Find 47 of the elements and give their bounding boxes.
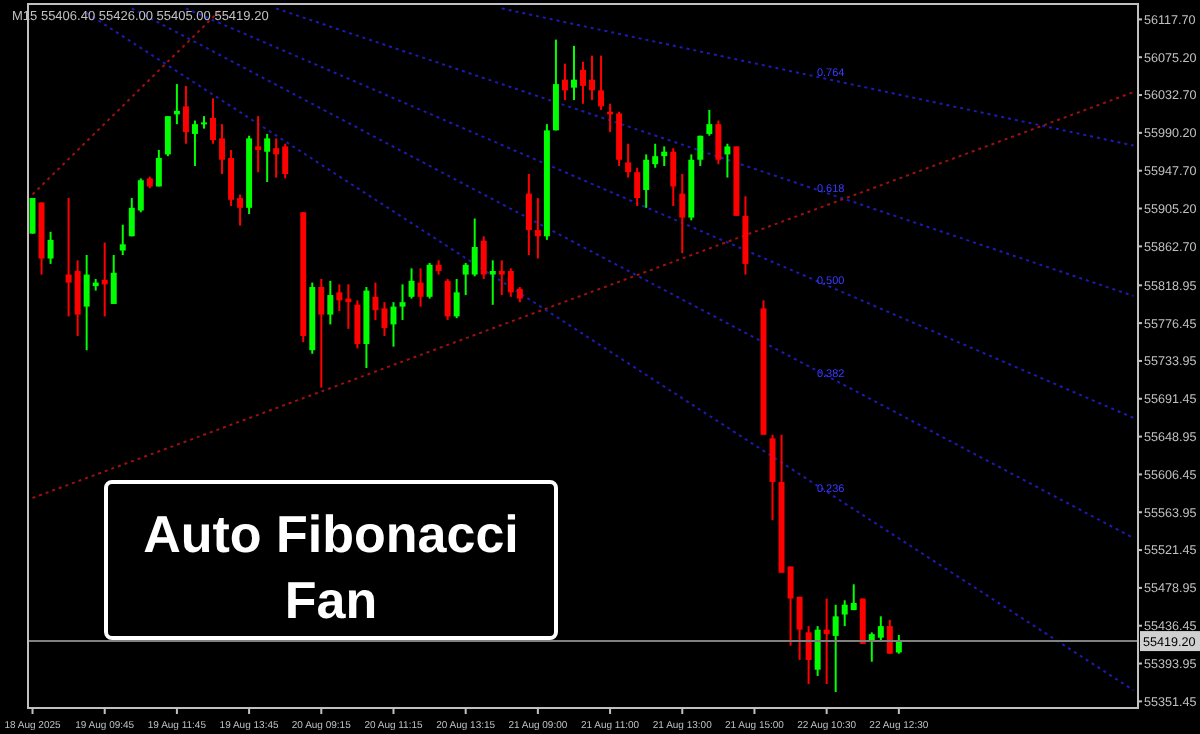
candlestick [697,134,704,167]
candlestick [255,115,262,174]
candlestick [399,283,406,321]
candlestick [552,38,559,132]
candlestick [886,618,893,655]
candlestick [453,278,460,320]
candlestick [643,153,650,209]
candlestick [182,84,189,145]
candlestick [327,279,334,326]
candlestick [598,54,605,111]
candlestick [561,62,568,102]
candlestick [634,166,641,208]
candlestick [336,283,343,313]
candlestick [525,172,532,256]
candlestick [715,119,722,166]
candlestick [74,259,81,337]
candlestick [264,132,271,183]
candlestick [354,299,361,350]
candlestick [670,147,677,208]
candlestick [471,217,478,278]
candlestick [706,108,713,137]
candlestick [444,278,451,321]
candlestick [273,137,280,179]
candlestick [110,253,117,305]
candlestick [724,142,731,179]
candlestick [47,230,54,265]
candlestick [191,119,198,167]
candlestick [489,259,496,306]
candlestick [571,44,577,102]
candlestick [625,142,632,179]
annotation: Auto Fibonacci Fan [143,504,519,630]
candlestick [534,197,541,260]
candlestick [805,625,812,685]
candlestick [408,267,415,300]
candlestick [480,235,487,281]
candlestick [679,172,686,255]
candlestick [417,267,424,308]
candlestick [164,115,171,158]
candlestick [318,278,325,389]
candlestick [832,603,839,693]
candlestick [814,625,821,677]
candlestick [426,261,433,300]
candlestick [119,223,126,256]
candlestick [372,281,379,321]
candlestick [155,148,162,188]
candlestick [850,583,857,612]
candlestick [877,615,884,642]
